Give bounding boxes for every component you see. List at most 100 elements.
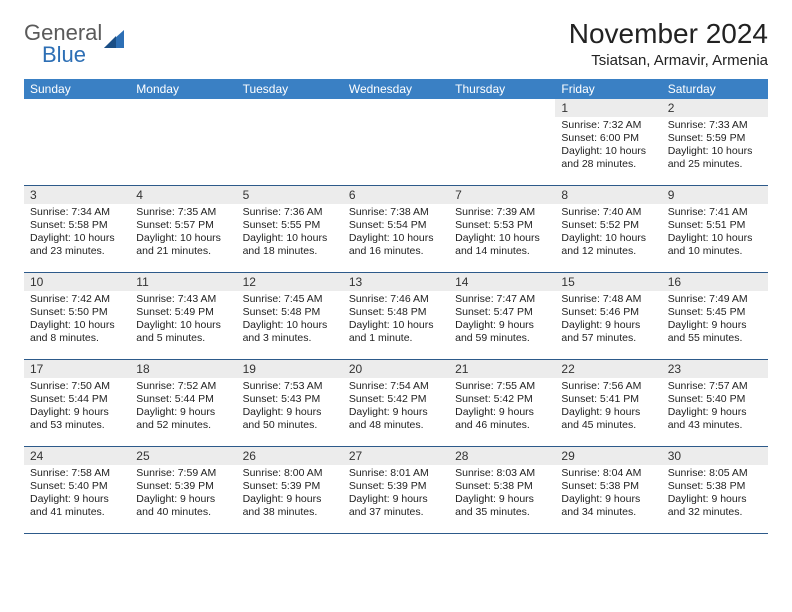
info-line: and 8 minutes.	[30, 332, 124, 345]
day-number: 29	[555, 447, 661, 465]
info-line: Sunset: 5:39 PM	[243, 480, 337, 493]
day-number: 21	[449, 360, 555, 378]
info-line: Sunrise: 7:43 AM	[136, 293, 230, 306]
day-number: 3	[24, 186, 130, 204]
day-info: Sunrise: 8:03 AMSunset: 5:38 PMDaylight:…	[449, 465, 555, 524]
info-line: and 12 minutes.	[561, 245, 655, 258]
info-line: Sunrise: 7:32 AM	[561, 119, 655, 132]
empty-cell	[237, 99, 343, 186]
day-cell: 26Sunrise: 8:00 AMSunset: 5:39 PMDayligh…	[237, 447, 343, 534]
info-line: Daylight: 9 hours	[136, 493, 230, 506]
info-line: Sunrise: 7:34 AM	[30, 206, 124, 219]
info-line: Sunrise: 7:47 AM	[455, 293, 549, 306]
day-number: 25	[130, 447, 236, 465]
day-number: 18	[130, 360, 236, 378]
info-line: and 57 minutes.	[561, 332, 655, 345]
day-info: Sunrise: 7:57 AMSunset: 5:40 PMDaylight:…	[662, 378, 768, 437]
brand-text: General Blue	[24, 22, 102, 66]
location: Tsiatsan, Armavir, Armenia	[569, 52, 768, 69]
info-line: and 18 minutes.	[243, 245, 337, 258]
info-line: Sunset: 5:38 PM	[668, 480, 762, 493]
info-line: Sunset: 5:43 PM	[243, 393, 337, 406]
day-cell: 15Sunrise: 7:48 AMSunset: 5:46 PMDayligh…	[555, 273, 661, 360]
day-number: 6	[343, 186, 449, 204]
info-line: Sunset: 5:51 PM	[668, 219, 762, 232]
info-line: Sunset: 5:44 PM	[136, 393, 230, 406]
day-info: Sunrise: 7:47 AMSunset: 5:47 PMDaylight:…	[449, 291, 555, 350]
info-line: Sunrise: 8:01 AM	[349, 467, 443, 480]
brand-logo: General Blue	[24, 18, 128, 66]
day-cell: 25Sunrise: 7:59 AMSunset: 5:39 PMDayligh…	[130, 447, 236, 534]
info-line: Sunrise: 8:04 AM	[561, 467, 655, 480]
calendar-page: General Blue November 2024 Tsiatsan, Arm…	[0, 0, 792, 544]
info-line: Daylight: 10 hours	[561, 232, 655, 245]
info-line: Sunrise: 7:52 AM	[136, 380, 230, 393]
info-line: Sunrise: 7:54 AM	[349, 380, 443, 393]
info-line: Sunrise: 7:41 AM	[668, 206, 762, 219]
title-block: November 2024 Tsiatsan, Armavir, Armenia	[569, 18, 768, 69]
info-line: and 16 minutes.	[349, 245, 443, 258]
day-cell: 11Sunrise: 7:43 AMSunset: 5:49 PMDayligh…	[130, 273, 236, 360]
info-line: Sunrise: 7:50 AM	[30, 380, 124, 393]
info-line: Sunrise: 7:59 AM	[136, 467, 230, 480]
calendar-body: 1Sunrise: 7:32 AMSunset: 6:00 PMDaylight…	[24, 99, 768, 534]
info-line: and 43 minutes.	[668, 419, 762, 432]
day-cell: 12Sunrise: 7:45 AMSunset: 5:48 PMDayligh…	[237, 273, 343, 360]
day-cell: 8Sunrise: 7:40 AMSunset: 5:52 PMDaylight…	[555, 186, 661, 273]
day-info: Sunrise: 7:38 AMSunset: 5:54 PMDaylight:…	[343, 204, 449, 263]
info-line: Sunset: 5:50 PM	[30, 306, 124, 319]
day-number: 14	[449, 273, 555, 291]
day-cell: 19Sunrise: 7:53 AMSunset: 5:43 PMDayligh…	[237, 360, 343, 447]
info-line: and 38 minutes.	[243, 506, 337, 519]
info-line: Sunset: 5:40 PM	[30, 480, 124, 493]
info-line: Daylight: 9 hours	[668, 319, 762, 332]
weekday-header: Saturday	[662, 79, 768, 99]
info-line: and 34 minutes.	[561, 506, 655, 519]
info-line: Sunrise: 8:03 AM	[455, 467, 549, 480]
day-number: 16	[662, 273, 768, 291]
info-line: Daylight: 10 hours	[136, 232, 230, 245]
info-line: Sunset: 5:45 PM	[668, 306, 762, 319]
calendar-row: 1Sunrise: 7:32 AMSunset: 6:00 PMDaylight…	[24, 99, 768, 186]
day-cell: 10Sunrise: 7:42 AMSunset: 5:50 PMDayligh…	[24, 273, 130, 360]
info-line: and 59 minutes.	[455, 332, 549, 345]
day-info: Sunrise: 7:34 AMSunset: 5:58 PMDaylight:…	[24, 204, 130, 263]
info-line: Daylight: 9 hours	[30, 406, 124, 419]
calendar-table: SundayMondayTuesdayWednesdayThursdayFrid…	[24, 79, 768, 534]
day-info: Sunrise: 7:56 AMSunset: 5:41 PMDaylight:…	[555, 378, 661, 437]
day-info: Sunrise: 7:58 AMSunset: 5:40 PMDaylight:…	[24, 465, 130, 524]
info-line: and 14 minutes.	[455, 245, 549, 258]
info-line: and 50 minutes.	[243, 419, 337, 432]
day-number: 26	[237, 447, 343, 465]
info-line: Daylight: 9 hours	[561, 406, 655, 419]
day-info: Sunrise: 7:59 AMSunset: 5:39 PMDaylight:…	[130, 465, 236, 524]
info-line: Sunset: 5:38 PM	[561, 480, 655, 493]
day-cell: 3Sunrise: 7:34 AMSunset: 5:58 PMDaylight…	[24, 186, 130, 273]
info-line: Sunrise: 7:53 AM	[243, 380, 337, 393]
day-cell: 24Sunrise: 7:58 AMSunset: 5:40 PMDayligh…	[24, 447, 130, 534]
info-line: Sunset: 5:39 PM	[349, 480, 443, 493]
info-line: Sunrise: 7:45 AM	[243, 293, 337, 306]
info-line: Sunrise: 8:05 AM	[668, 467, 762, 480]
day-cell: 9Sunrise: 7:41 AMSunset: 5:51 PMDaylight…	[662, 186, 768, 273]
day-info: Sunrise: 8:05 AMSunset: 5:38 PMDaylight:…	[662, 465, 768, 524]
day-info: Sunrise: 7:49 AMSunset: 5:45 PMDaylight:…	[662, 291, 768, 350]
day-cell: 17Sunrise: 7:50 AMSunset: 5:44 PMDayligh…	[24, 360, 130, 447]
weekday-header: Thursday	[449, 79, 555, 99]
info-line: Sunrise: 7:58 AM	[30, 467, 124, 480]
sail-icon	[102, 28, 128, 54]
info-line: Sunrise: 7:56 AM	[561, 380, 655, 393]
weekday-header-row: SundayMondayTuesdayWednesdayThursdayFrid…	[24, 79, 768, 99]
info-line: Sunset: 5:38 PM	[455, 480, 549, 493]
info-line: Sunset: 5:47 PM	[455, 306, 549, 319]
day-cell: 29Sunrise: 8:04 AMSunset: 5:38 PMDayligh…	[555, 447, 661, 534]
day-info: Sunrise: 7:52 AMSunset: 5:44 PMDaylight:…	[130, 378, 236, 437]
day-cell: 20Sunrise: 7:54 AMSunset: 5:42 PMDayligh…	[343, 360, 449, 447]
info-line: and 3 minutes.	[243, 332, 337, 345]
calendar-row: 17Sunrise: 7:50 AMSunset: 5:44 PMDayligh…	[24, 360, 768, 447]
info-line: Daylight: 10 hours	[349, 319, 443, 332]
info-line: Daylight: 9 hours	[243, 493, 337, 506]
info-line: and 28 minutes.	[561, 158, 655, 171]
day-info: Sunrise: 7:33 AMSunset: 5:59 PMDaylight:…	[662, 117, 768, 176]
empty-cell	[24, 99, 130, 186]
